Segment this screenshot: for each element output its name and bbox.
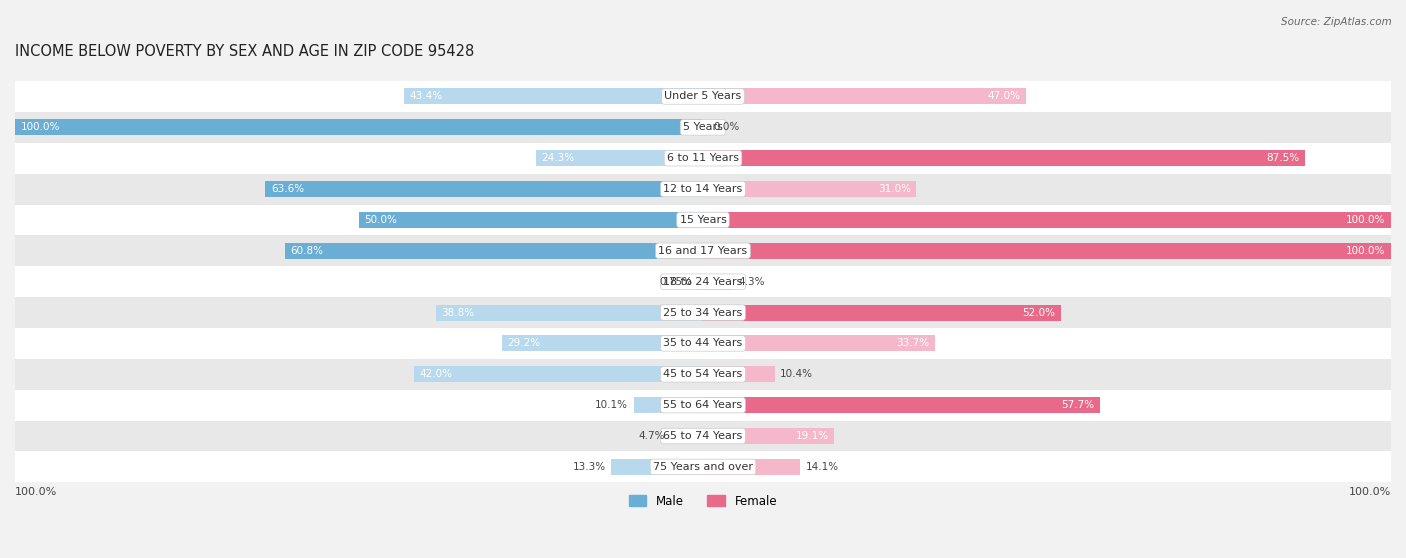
Bar bbox=[703, 150, 1305, 166]
Bar bbox=[405, 89, 703, 104]
Text: 14.1%: 14.1% bbox=[806, 462, 838, 472]
Bar bbox=[15, 205, 1391, 235]
Text: 45 to 54 Years: 45 to 54 Years bbox=[664, 369, 742, 379]
Text: 15 Years: 15 Years bbox=[679, 215, 727, 225]
Text: 18 to 24 Years: 18 to 24 Years bbox=[664, 277, 742, 287]
Bar bbox=[703, 428, 834, 444]
Text: 63.6%: 63.6% bbox=[271, 184, 304, 194]
Bar bbox=[703, 212, 1391, 228]
Text: 10.1%: 10.1% bbox=[595, 400, 628, 410]
Text: 38.8%: 38.8% bbox=[441, 307, 475, 318]
Text: 100.0%: 100.0% bbox=[1346, 246, 1385, 256]
Text: 5 Years: 5 Years bbox=[683, 122, 723, 132]
Text: 52.0%: 52.0% bbox=[1022, 307, 1056, 318]
Bar bbox=[612, 459, 703, 475]
Text: 33.7%: 33.7% bbox=[896, 338, 929, 348]
Bar bbox=[15, 451, 1391, 482]
Text: 60.8%: 60.8% bbox=[290, 246, 323, 256]
Bar bbox=[15, 389, 1391, 421]
Bar bbox=[15, 143, 1391, 174]
Text: 50.0%: 50.0% bbox=[364, 215, 398, 225]
Text: 0.0%: 0.0% bbox=[713, 122, 740, 132]
Text: 19.1%: 19.1% bbox=[796, 431, 830, 441]
Legend: Male, Female: Male, Female bbox=[624, 490, 782, 513]
Bar bbox=[703, 305, 1060, 321]
Bar bbox=[703, 459, 800, 475]
Bar bbox=[703, 89, 1026, 104]
Text: 42.0%: 42.0% bbox=[419, 369, 453, 379]
Text: 10.4%: 10.4% bbox=[780, 369, 813, 379]
Bar bbox=[671, 428, 703, 444]
Text: 6 to 11 Years: 6 to 11 Years bbox=[666, 153, 740, 163]
Text: 35 to 44 Years: 35 to 44 Years bbox=[664, 338, 742, 348]
Bar bbox=[15, 266, 1391, 297]
Bar bbox=[359, 212, 703, 228]
Bar bbox=[15, 235, 1391, 266]
Text: 4.7%: 4.7% bbox=[638, 431, 665, 441]
Text: 100.0%: 100.0% bbox=[1348, 487, 1391, 497]
Bar bbox=[634, 397, 703, 413]
Bar bbox=[703, 181, 917, 197]
Bar bbox=[15, 112, 1391, 143]
Text: 31.0%: 31.0% bbox=[877, 184, 911, 194]
Bar bbox=[436, 305, 703, 321]
Text: INCOME BELOW POVERTY BY SEX AND AGE IN ZIP CODE 95428: INCOME BELOW POVERTY BY SEX AND AGE IN Z… bbox=[15, 45, 474, 60]
Bar bbox=[703, 273, 733, 290]
Bar bbox=[703, 335, 935, 352]
Text: 100.0%: 100.0% bbox=[21, 122, 60, 132]
Text: 87.5%: 87.5% bbox=[1267, 153, 1299, 163]
Text: 100.0%: 100.0% bbox=[1346, 215, 1385, 225]
Bar bbox=[15, 81, 1391, 112]
Text: Source: ZipAtlas.com: Source: ZipAtlas.com bbox=[1281, 17, 1392, 27]
Bar bbox=[413, 366, 703, 382]
Bar bbox=[15, 359, 1391, 389]
Text: 13.3%: 13.3% bbox=[572, 462, 606, 472]
Text: 75 Years and over: 75 Years and over bbox=[652, 462, 754, 472]
Text: 16 and 17 Years: 16 and 17 Years bbox=[658, 246, 748, 256]
Text: 65 to 74 Years: 65 to 74 Years bbox=[664, 431, 742, 441]
Bar bbox=[266, 181, 703, 197]
Text: 25 to 34 Years: 25 to 34 Years bbox=[664, 307, 742, 318]
Text: 0.75%: 0.75% bbox=[659, 277, 692, 287]
Bar bbox=[15, 174, 1391, 205]
Bar bbox=[15, 297, 1391, 328]
Text: 24.3%: 24.3% bbox=[541, 153, 575, 163]
Bar bbox=[703, 366, 775, 382]
Bar bbox=[697, 273, 703, 290]
Bar bbox=[15, 328, 1391, 359]
Text: 43.4%: 43.4% bbox=[411, 92, 443, 102]
Text: 47.0%: 47.0% bbox=[988, 92, 1021, 102]
Text: 100.0%: 100.0% bbox=[15, 487, 58, 497]
Text: 55 to 64 Years: 55 to 64 Years bbox=[664, 400, 742, 410]
Text: 57.7%: 57.7% bbox=[1062, 400, 1094, 410]
Bar bbox=[502, 335, 703, 352]
Bar bbox=[703, 397, 1099, 413]
Bar bbox=[15, 119, 703, 136]
Bar bbox=[15, 421, 1391, 451]
Text: 29.2%: 29.2% bbox=[508, 338, 541, 348]
Text: 4.3%: 4.3% bbox=[738, 277, 765, 287]
Text: 12 to 14 Years: 12 to 14 Years bbox=[664, 184, 742, 194]
Bar bbox=[703, 243, 1391, 259]
Bar bbox=[284, 243, 703, 259]
Bar bbox=[536, 150, 703, 166]
Text: Under 5 Years: Under 5 Years bbox=[665, 92, 741, 102]
